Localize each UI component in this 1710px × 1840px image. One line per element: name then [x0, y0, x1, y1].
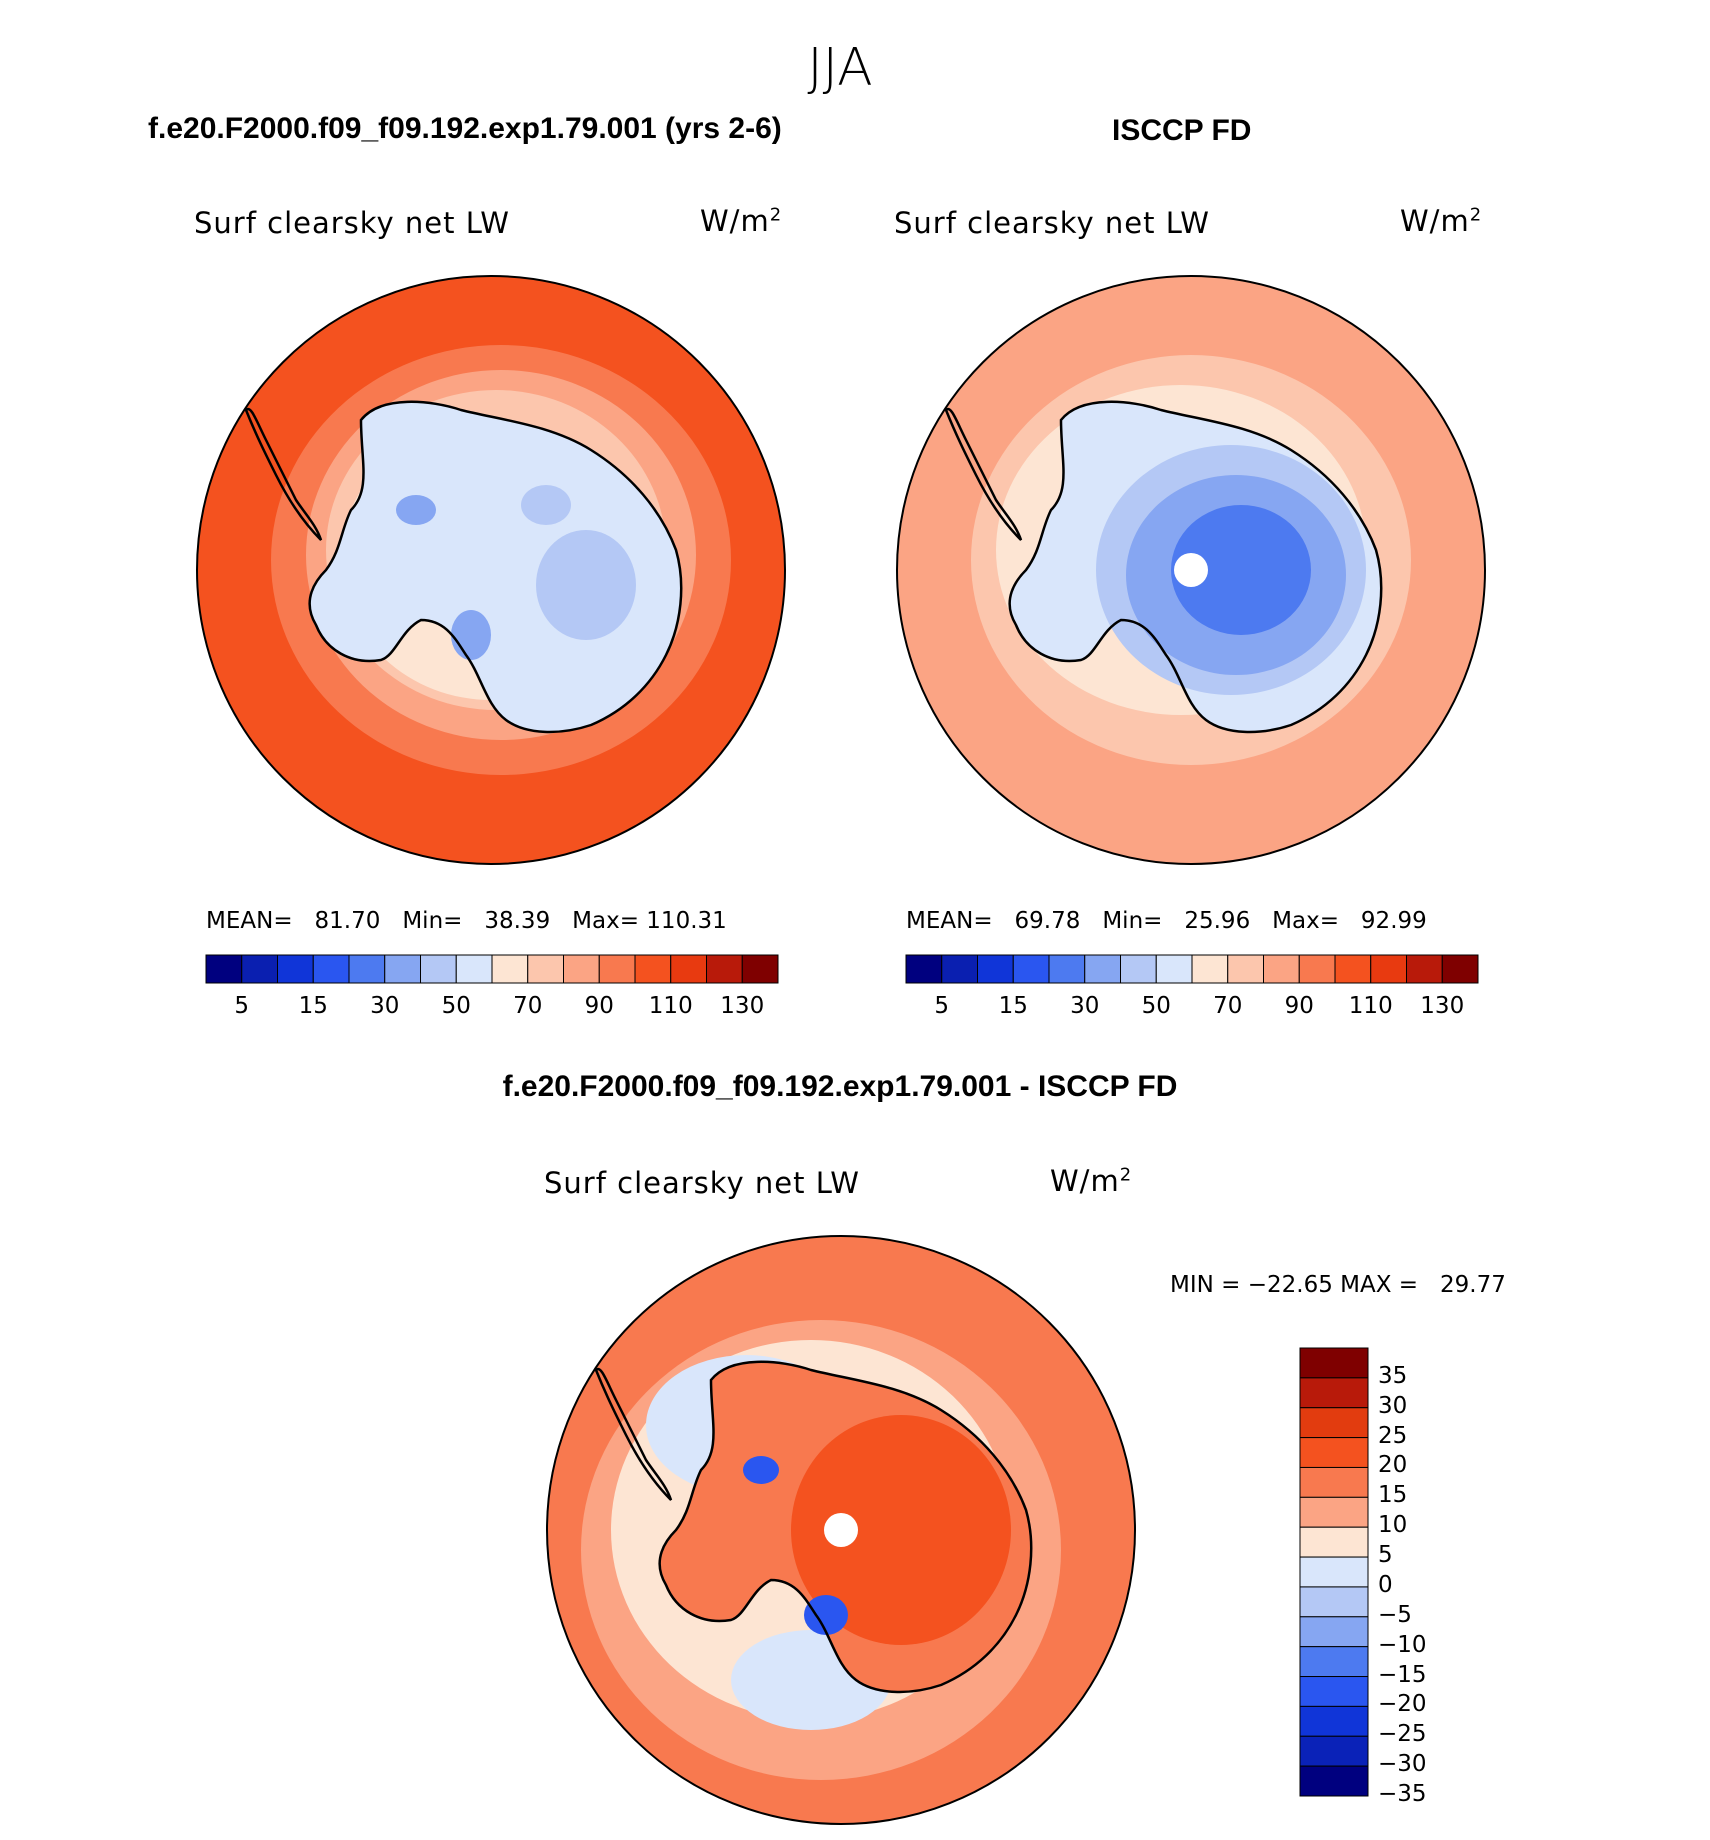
diff-panel-title: f.e20.F2000.f09_f09.192.exp1.79.001 - IS…: [502, 1070, 1178, 1103]
diff-colorbar: [1299, 1347, 1369, 1797]
diff-colorbar-tick-label: −35: [1378, 1781, 1427, 1807]
obs-panel-title: ISCCP FD: [1112, 114, 1252, 147]
diff-colorbar-swatch: [1299, 1556, 1369, 1588]
diff-units: W/m2: [1050, 1164, 1133, 1198]
diff-colorbar-tick-label: 20: [1378, 1452, 1408, 1479]
diff-colorbar-swatch: [1299, 1676, 1369, 1707]
obs-colorbar: [905, 954, 1479, 984]
obs-colorbar-swatch: [1191, 954, 1229, 984]
obs-stats: MEAN= 69.78 Min= 25.96 Max= 92.99: [906, 908, 1427, 934]
diff-colorbar-tick-label: 35: [1378, 1362, 1408, 1389]
diff-colorbar-tick-label: 30: [1378, 1392, 1408, 1419]
model-colorbar-tick-label: 5: [234, 993, 250, 1019]
diff-field-label: Surf clearsky net LW: [544, 1166, 860, 1200]
model-colorbar-swatch: [241, 954, 278, 984]
diff-colorbar-tick-label: −5: [1378, 1601, 1412, 1628]
model-colorbar-tick-label: 30: [370, 993, 400, 1019]
obs-colorbar-swatch: [1298, 954, 1336, 984]
model-colorbar-swatch: [348, 954, 386, 984]
obs-colorbar-tick-label: 50: [1141, 993, 1171, 1019]
obs-colorbar-swatch: [1155, 954, 1193, 984]
obs-colorbar-tick-label: 30: [1070, 993, 1100, 1019]
obs-colorbar-swatch: [1120, 954, 1157, 984]
obs-colorbar-swatch: [941, 954, 978, 984]
obs-colorbar-swatch: [1084, 954, 1121, 984]
diff-colorbar-tick-label: 0: [1378, 1571, 1393, 1598]
model-colorbar-tick-label: 15: [298, 993, 328, 1019]
model-colorbar-swatch: [598, 954, 636, 984]
model-colorbar-tick-label: 70: [513, 993, 543, 1019]
obs-colorbar-swatch: [1263, 954, 1300, 984]
diff-colorbar-swatch: [1299, 1646, 1369, 1678]
diff-colorbar-tick-label: −30: [1378, 1751, 1427, 1778]
diff-colorbar-swatch: [1299, 1705, 1369, 1737]
diff-colorbar-swatch: [1299, 1765, 1369, 1797]
obs-colorbar-swatch: [1370, 954, 1407, 984]
obs-colorbar-swatch: [1048, 954, 1086, 984]
diff-polar-map: [547, 1236, 1135, 1824]
obs-colorbar-tick-label: 5: [934, 993, 950, 1019]
diff-colorbar-swatch: [1299, 1407, 1369, 1439]
model-colorbar-swatch: [527, 954, 564, 984]
diff-colorbar-swatch: [1299, 1437, 1369, 1468]
model-colorbar-swatch: [741, 954, 779, 984]
diff-colorbar-tick-label: −25: [1378, 1721, 1427, 1748]
diff-colorbar-tick-label: 25: [1378, 1422, 1408, 1449]
diff-colorbar-swatch: [1299, 1735, 1369, 1767]
model-colorbar-swatch: [706, 954, 743, 984]
model-colorbar-swatch: [634, 954, 672, 984]
obs-colorbar-tick-label: 15: [998, 993, 1028, 1019]
model-colorbar-swatch: [205, 954, 243, 984]
model-units: W/m2: [700, 204, 783, 238]
diff-colorbar-tick-label: −20: [1378, 1691, 1427, 1718]
model-colorbar-swatch: [420, 954, 457, 984]
diff-colorbar-swatch: [1299, 1347, 1369, 1379]
model-colorbar: [205, 954, 779, 984]
obs-colorbar-swatch: [905, 954, 943, 984]
diff-colorbar-tick-label: −10: [1378, 1631, 1427, 1658]
model-colorbar-swatch: [384, 954, 421, 984]
obs-colorbar-tick-label: 70: [1213, 993, 1243, 1019]
obs-colorbar-swatch: [1441, 954, 1479, 984]
obs-colorbar-tick-label: 90: [1284, 993, 1314, 1019]
obs-colorbar-swatch: [1012, 954, 1050, 984]
diff-colorbar-swatch: [1299, 1526, 1369, 1558]
model-field-label: Surf clearsky net LW: [194, 206, 510, 240]
obs-polar-map: [897, 276, 1485, 864]
model-colorbar-tick-label: 50: [441, 993, 471, 1019]
diff-colorbar-swatch: [1299, 1466, 1369, 1498]
obs-colorbar-swatch: [977, 954, 1014, 984]
diff-stats: MIN = −22.65 MAX = 29.77: [1170, 1272, 1506, 1298]
obs-colorbar-swatch: [1334, 954, 1372, 984]
model-panel-title: f.e20.F2000.f09_f09.192.exp1.79.001 (yrs…: [148, 112, 782, 145]
model-stats: MEAN= 81.70 Min= 38.39 Max= 110.31: [206, 908, 727, 934]
diff-colorbar-tick-label: 5: [1378, 1542, 1393, 1569]
model-colorbar-swatch: [563, 954, 600, 984]
diff-colorbar-tick-label: 10: [1378, 1512, 1408, 1539]
model-colorbar-tick-label: 130: [720, 993, 765, 1019]
model-colorbar-swatch: [491, 954, 529, 984]
obs-field-label: Surf clearsky net LW: [894, 206, 1210, 240]
model-colorbar-swatch: [455, 954, 493, 984]
season-title: JJA: [807, 38, 873, 98]
model-colorbar-swatch: [277, 954, 314, 984]
obs-colorbar-swatch: [1227, 954, 1264, 984]
model-colorbar-tick-label: 110: [648, 993, 693, 1019]
diff-colorbar-swatch: [1299, 1616, 1369, 1648]
diff-colorbar-swatch: [1299, 1586, 1369, 1618]
diff-colorbar-swatch: [1299, 1496, 1369, 1528]
obs-colorbar-swatch: [1406, 954, 1443, 984]
model-colorbar-tick-label: 90: [584, 993, 614, 1019]
diff-colorbar-swatch: [1299, 1377, 1369, 1409]
model-colorbar-swatch: [312, 954, 350, 984]
diff-colorbar-tick-label: −15: [1378, 1661, 1427, 1688]
model-colorbar-swatch: [670, 954, 707, 984]
model-polar-map: [197, 276, 785, 864]
obs-colorbar-tick-label: 130: [1420, 993, 1465, 1019]
diff-colorbar-tick-label: 15: [1378, 1482, 1408, 1509]
obs-colorbar-tick-label: 110: [1348, 993, 1393, 1019]
obs-units: W/m2: [1400, 204, 1483, 238]
